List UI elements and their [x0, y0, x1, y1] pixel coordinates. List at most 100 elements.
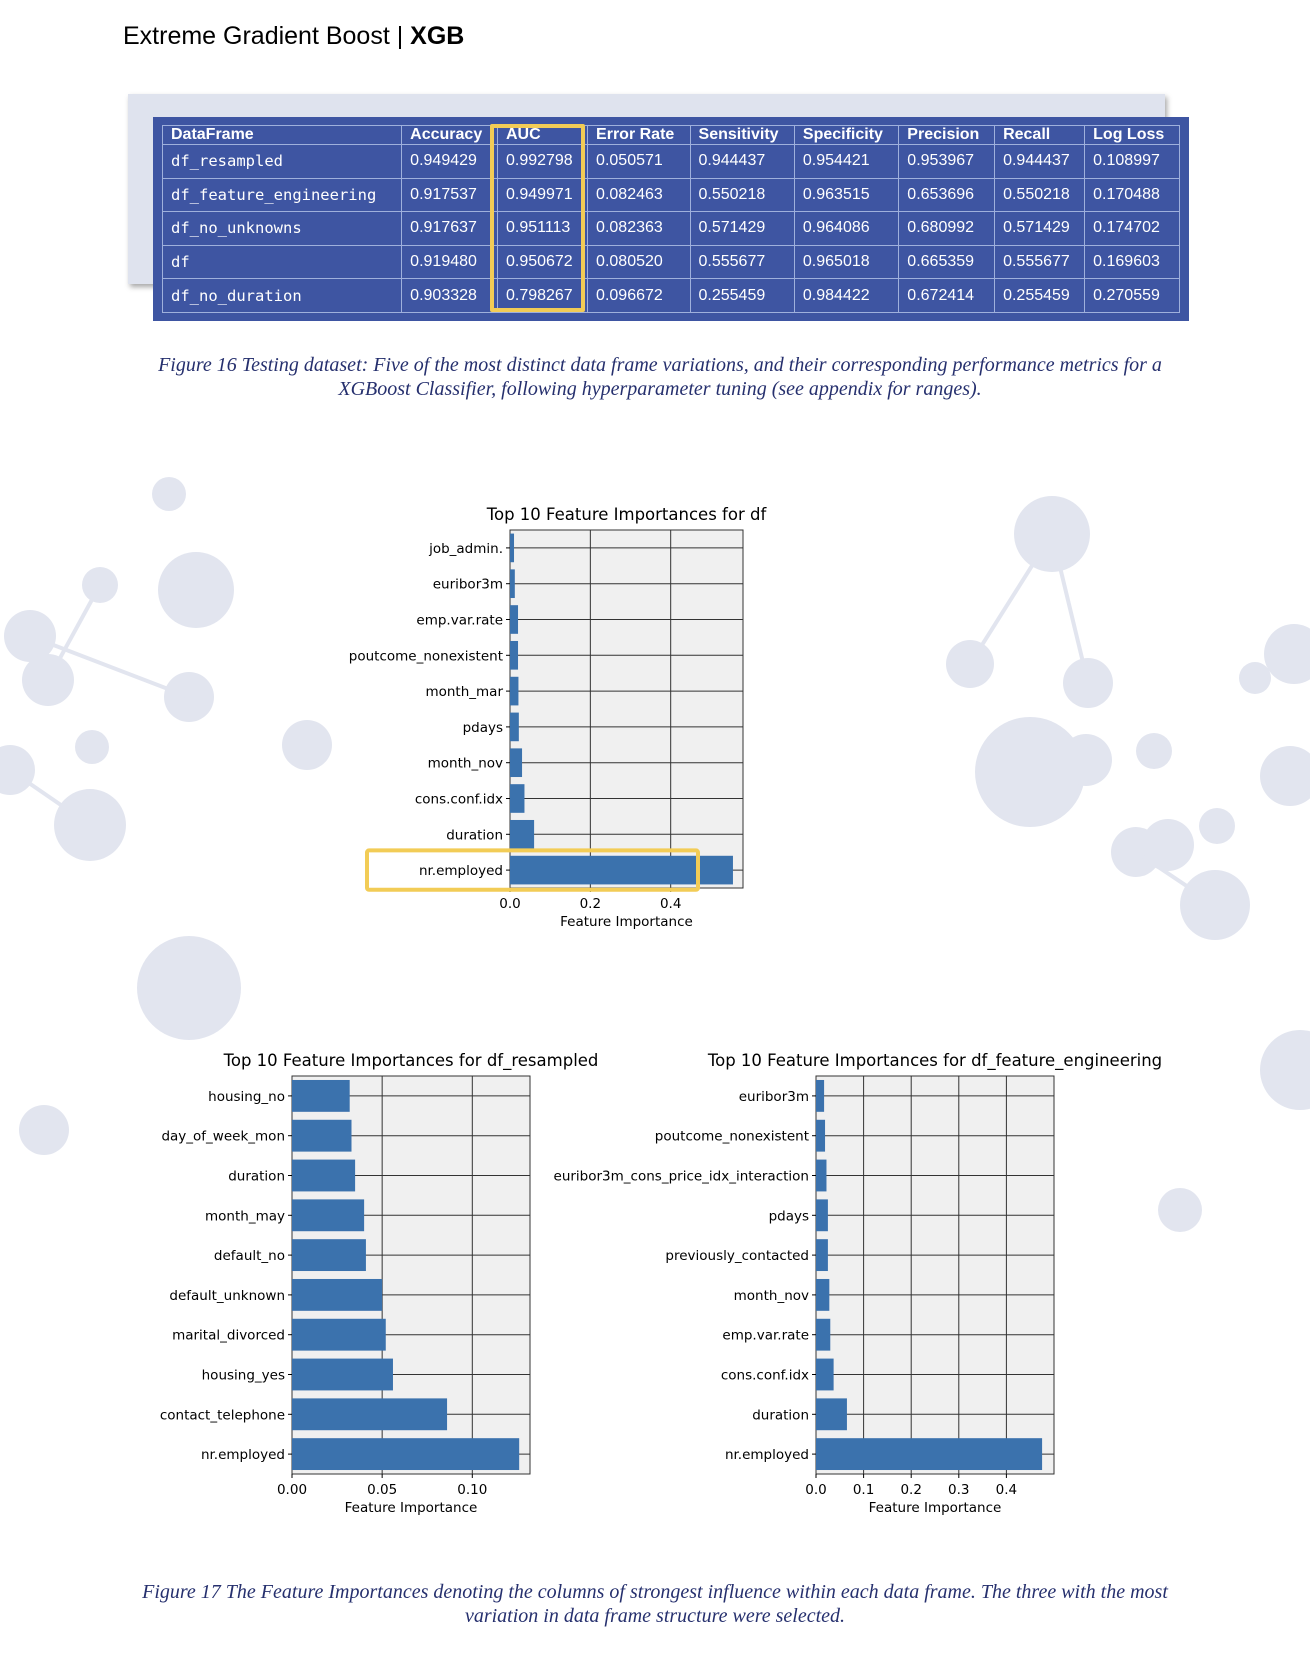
bar-month-may — [292, 1199, 365, 1232]
x-tick-label: 0.4 — [996, 1482, 1017, 1498]
y-tick-label: contact_telephone — [160, 1407, 285, 1423]
y-tick-label: duration — [228, 1169, 285, 1185]
bar-default-no — [292, 1239, 366, 1272]
metric-cell: 0.949971 — [496, 177, 589, 213]
column-header-error-rate: Error Rate — [587, 125, 691, 145]
y-tick-label: euribor3m — [739, 1089, 809, 1105]
plot-area — [509, 529, 744, 889]
bar-emp-var-rate — [510, 605, 519, 634]
y-tick-label: default_no — [214, 1248, 285, 1264]
y-tick-label: cons.conf.idx — [721, 1368, 809, 1384]
metric-cell: 0.917637 — [401, 211, 498, 246]
metric-cell: 0.903328 — [401, 278, 498, 313]
metric-cell: 0.919480 — [401, 244, 498, 280]
metric-cell: 0.965018 — [793, 244, 900, 280]
column-header-precision: Precision — [898, 125, 996, 145]
metric-cell: 0.082463 — [587, 177, 691, 213]
table-row: df_no_unknowns 0.917637 0.951113 0.082363 0.… — [161, 211, 1180, 246]
y-tick-label: month_may — [205, 1208, 285, 1224]
x-tick-label: 0.3 — [948, 1482, 969, 1498]
dataframe-name-cell: df_no_duration — [161, 278, 403, 313]
bar-cons-conf-idx — [510, 784, 525, 813]
bar-month-mar — [510, 676, 519, 706]
y-tick-label: pdays — [463, 720, 503, 736]
table-row: df_no_duration 0.903328 0.798267 0.096672 0.… — [161, 278, 1180, 313]
metric-cell: 0.944437 — [994, 144, 1086, 179]
bar-euribor3m — [510, 569, 515, 599]
figure-17-caption: Figure 17 The Feature Importances denoti… — [142, 1581, 1168, 1627]
bar-housing-yes — [292, 1358, 393, 1391]
metric-cell: 0.917537 — [401, 177, 498, 213]
bar-nr-employed — [816, 1438, 1043, 1471]
bar-euribor3m — [816, 1079, 825, 1112]
x-axis-label: Feature Importance — [560, 914, 693, 930]
auc-column-highlight — [490, 124, 585, 312]
x-tick-label: 0.10 — [457, 1482, 487, 1498]
metric-cell: 0.096672 — [587, 278, 691, 313]
column-header-log-loss: Log Loss — [1084, 125, 1180, 145]
x-tick-label: 0.2 — [900, 1482, 921, 1498]
metric-cell: 0.954421 — [793, 144, 900, 179]
dataframe-name-cell: df_resampled — [161, 144, 403, 179]
metrics-table-container: DataFrame Accuracy AUC Error Rate Sensitivit… — [153, 117, 1189, 321]
y-tick-label: nr.employed — [201, 1447, 285, 1463]
bar-month-nov — [816, 1278, 830, 1311]
table-row: df_feature_engineering 0.917537 0.949971 0.… — [161, 177, 1180, 213]
bar-nr-employed — [510, 855, 733, 885]
y-tick-label: emp.var.rate — [416, 613, 503, 629]
metric-cell: 0.672414 — [898, 278, 996, 313]
metric-cell: 0.108997 — [1084, 144, 1180, 179]
plot-area — [815, 1075, 1055, 1475]
y-tick-label: poutcome_nonexistent — [349, 648, 503, 664]
dataframe-name-cell: df_no_unknowns — [161, 211, 403, 246]
x-axis-label: Feature Importance — [869, 1500, 1002, 1516]
metric-cell: 0.550218 — [994, 177, 1086, 213]
feature-importance-chart-df-resampled: Top 10 Feature Importances for df_resamp… — [160, 1051, 599, 1516]
metric-cell: 0.169603 — [1084, 244, 1180, 280]
bar-duration — [292, 1159, 356, 1192]
column-header-accuracy: Accuracy — [401, 125, 498, 145]
figure-16-caption: Figure 16 Testing dataset: Five of the m… — [158, 354, 1162, 400]
metric-cell: 0.949429 — [401, 144, 498, 179]
chart-title: Top 10 Feature Importances for df_resamp… — [223, 1051, 599, 1071]
metric-cell: 0.665359 — [898, 244, 996, 280]
y-tick-label: month_nov — [428, 756, 503, 772]
feature-importance-chart-df-feature-engineering: Top 10 Feature Importances for df_featur… — [554, 1051, 1163, 1516]
bar-pdays — [816, 1199, 828, 1232]
x-tick-label: 0.1 — [853, 1482, 874, 1498]
bar-contact-telephone — [292, 1398, 448, 1431]
bar-cons-conf-idx — [816, 1358, 834, 1391]
nr-employed-highlight-box — [365, 848, 700, 892]
x-tick-label: 0.0 — [805, 1482, 826, 1498]
x-tick-label: 0.4 — [660, 896, 681, 912]
x-tick-label: 0.00 — [277, 1482, 307, 1498]
feature-importance-chart-df: Top 10 Feature Importances for df 0.0 0.2 0… — [349, 505, 768, 930]
metric-cell: 0.255459 — [689, 278, 795, 313]
metric-cell: 0.255459 — [994, 278, 1086, 313]
table-header-row: DataFrame Accuracy AUC Error Rate Sensitivit… — [161, 125, 1180, 145]
dataframe-name-cell: df — [161, 244, 403, 280]
y-tick-label: poutcome_nonexistent — [655, 1129, 809, 1145]
y-tick-label: nr.employed — [419, 863, 503, 879]
dataframe-name-cell: df_feature_engineering — [161, 177, 403, 213]
y-tick-label: day_of_week_mon — [161, 1129, 285, 1145]
metric-cell: 0.170488 — [1084, 177, 1180, 213]
header-title-prefix: Extreme Gradient Boost | — [123, 22, 411, 50]
y-tick-label: nr.employed — [725, 1447, 809, 1463]
column-header-dataframe: DataFrame — [161, 125, 403, 145]
y-tick-label: job_admin. — [428, 541, 503, 557]
bar-nr-employed — [292, 1438, 520, 1471]
x-axis-label: Feature Importance — [345, 1500, 478, 1516]
metric-cell: 0.953967 — [898, 144, 996, 179]
bar-poutcome-nonexistent — [816, 1119, 826, 1152]
metric-cell: 0.080520 — [587, 244, 691, 280]
y-tick-label: emp.var.rate — [722, 1328, 809, 1344]
metric-cell: 0.653696 — [898, 177, 996, 213]
metric-cell: 0.555677 — [994, 244, 1086, 280]
metric-cell: 0.950672 — [496, 244, 589, 280]
metric-cell: 0.680992 — [898, 211, 996, 246]
bar-previously-contacted — [816, 1239, 828, 1272]
y-tick-label: housing_no — [208, 1089, 285, 1105]
y-tick-label: pdays — [769, 1208, 809, 1224]
